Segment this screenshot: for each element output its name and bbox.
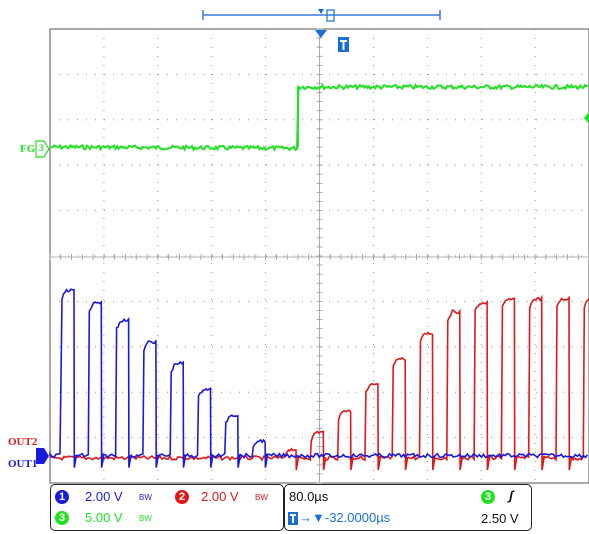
ch1-level-marker[interactable] (36, 448, 49, 464)
ch3-bw-limit: BW (139, 514, 152, 523)
status-bar: 1 2.00 V BW 2 2.00 V BW 3 5.00 V BW 80.0… (50, 484, 532, 531)
ch3-scale[interactable]: 5.00 V (85, 510, 123, 525)
out2-label: OUT2 (8, 436, 38, 448)
ch1-badge[interactable]: 1 (55, 490, 69, 504)
trigger-time-marker (315, 30, 327, 38)
waveform-traces (49, 83, 589, 471)
trigger-delay-t-icon (288, 512, 298, 525)
timebase-value[interactable]: 80.0µs (289, 489, 329, 504)
trigger-t-icon (338, 37, 349, 52)
ch1-bw-limit: BW (139, 493, 152, 502)
out1-trace (49, 288, 589, 468)
ch2-bw-limit: BW (255, 493, 268, 502)
out1-label: OUT1 (8, 458, 38, 470)
ch2-badge[interactable]: 2 (175, 490, 189, 504)
fg-label: FG (20, 143, 36, 155)
ch1-scale[interactable]: 2.00 V (85, 489, 123, 504)
trigger-delay-value[interactable]: →▼-32.0000µs (299, 510, 391, 525)
trigger-source-badge[interactable]: 3 (481, 490, 495, 504)
grid-lines (49, 28, 589, 484)
fg-trace (50, 83, 589, 152)
ch2-scale[interactable]: 2.00 V (201, 489, 239, 504)
trigger-position-marker (318, 9, 324, 14)
ch3-trigger-level-marker[interactable] (584, 112, 589, 124)
trigger-edge-icon[interactable]: ʃ (509, 488, 514, 503)
ch3-badge[interactable]: 3 (55, 511, 69, 525)
channel-settings-box: 1 2.00 V BW 2 2.00 V BW 3 5.00 V BW (50, 484, 284, 531)
fg-level-marker[interactable] (35, 140, 50, 158)
trigger-position-bar[interactable] (202, 9, 441, 22)
fg-channel-number: 3 (39, 143, 44, 153)
trigger-level-value[interactable]: 2.50 V (481, 511, 519, 526)
timebase-box: 80.0µs →▼-32.0000µs 3 ʃ 2.50 V (284, 484, 532, 531)
